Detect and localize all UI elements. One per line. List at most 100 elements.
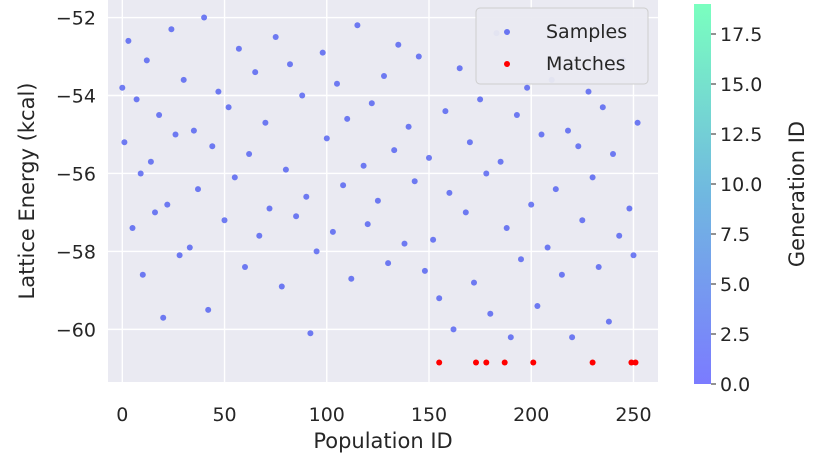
y-tick-label: −54 (56, 86, 96, 108)
match-point (628, 359, 635, 366)
sample-point (381, 73, 387, 79)
sample-point (462, 209, 469, 216)
y-tick-label: −56 (56, 163, 96, 185)
sample-point (125, 37, 132, 44)
sample-point (524, 84, 531, 91)
x-axis-label: Population ID (313, 429, 452, 453)
x-tick-label: 150 (411, 404, 447, 426)
sample-point (477, 96, 484, 103)
sample-point (616, 232, 623, 239)
sample-point (334, 80, 340, 87)
sample-point (544, 244, 551, 251)
sample-point (610, 151, 616, 157)
sample-point (209, 143, 216, 150)
match-point (436, 359, 443, 366)
sample-point (426, 154, 432, 161)
colorbar-tick-label: 5.0 (720, 274, 750, 296)
sample-point (282, 166, 289, 173)
colorbar-tick-label: 10.0 (720, 174, 762, 196)
sample-point (589, 174, 596, 181)
sample-point (385, 260, 392, 267)
sample-point (507, 334, 514, 341)
colorbar-label: Generation ID (785, 121, 809, 267)
sample-point (354, 22, 361, 29)
sample-point (215, 88, 222, 95)
sample-point (391, 147, 398, 154)
colorbar-tick-labels: 0.0 2.5 5.0 7.5 10.0 12.5 15.0 17.5 (711, 24, 762, 396)
sample-point (205, 306, 212, 313)
sample-point (168, 26, 175, 33)
sample-point (344, 115, 351, 122)
sample-point (293, 213, 300, 220)
sample-point (575, 143, 582, 150)
match-point (483, 359, 490, 366)
sample-point (329, 228, 336, 235)
sample-point (303, 193, 310, 200)
sample-point (374, 197, 381, 204)
sample-point (401, 240, 408, 247)
sample-point (595, 264, 602, 270)
sample-point (538, 131, 545, 138)
sample-point (368, 100, 375, 107)
legend-label-matches: Matches (546, 53, 626, 75)
sample-point (272, 34, 279, 40)
sample-point (133, 96, 140, 103)
y-tick-labels: −60 −58 −56 −54 −52 (56, 8, 96, 342)
sample-point (513, 112, 520, 118)
colorbar (694, 4, 711, 384)
sample-point (364, 221, 371, 228)
sample-point (630, 252, 637, 259)
sample-point (442, 108, 449, 115)
sample-point (176, 252, 183, 259)
sample-point (256, 232, 263, 239)
sample-point (466, 139, 473, 146)
sample-point (634, 119, 641, 126)
sample-point (156, 112, 163, 118)
match-point (501, 359, 508, 366)
match-point (473, 359, 479, 366)
legend-marker-matches (504, 61, 510, 67)
sample-point (242, 264, 248, 270)
y-tick-label: −60 (56, 319, 96, 341)
sample-point (235, 45, 242, 52)
sample-point (246, 151, 253, 157)
x-tick-labels: 0 50 100 150 200 250 (116, 404, 651, 426)
y-tick-label: −58 (56, 241, 96, 263)
sample-point (421, 267, 428, 274)
sample-point (534, 303, 541, 309)
sample-point (360, 162, 367, 169)
sample-point (119, 84, 126, 91)
legend-box (475, 7, 649, 85)
sample-point (487, 310, 494, 317)
sample-point (323, 135, 330, 142)
y-tick-label: −52 (56, 8, 96, 30)
sample-point (172, 131, 179, 138)
sample-point (299, 92, 306, 99)
sample-point (528, 201, 535, 208)
sample-point (471, 279, 477, 286)
colorbar-tick-label: 0.0 (720, 374, 750, 396)
sample-point (436, 295, 443, 302)
match-point (632, 359, 639, 366)
sample-point (569, 334, 576, 341)
match-point (589, 359, 596, 366)
sample-point (552, 186, 559, 193)
sample-point (585, 88, 592, 95)
legend-label-samples: Samples (546, 21, 627, 43)
sample-point (518, 256, 524, 263)
sample-point (348, 275, 355, 282)
sample-point (503, 225, 510, 231)
sample-point (190, 127, 197, 134)
sample-points (119, 14, 641, 341)
sample-point (201, 14, 208, 21)
sample-point (430, 236, 437, 243)
sample-point (221, 217, 228, 224)
legend: Samples Matches (475, 7, 649, 85)
sample-point (497, 158, 504, 165)
sample-point (129, 225, 136, 231)
sample-point (186, 244, 193, 251)
sample-point (137, 170, 144, 177)
x-tick-label: 50 (212, 404, 236, 426)
sample-point (319, 49, 326, 56)
sample-point (139, 271, 146, 278)
